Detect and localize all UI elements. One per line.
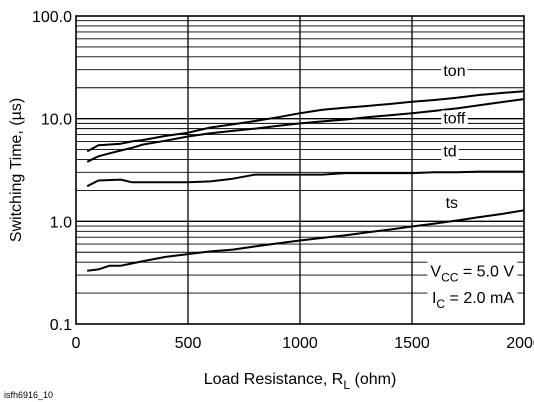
- x-axis-label-sub: L: [343, 378, 350, 392]
- series-label-bg: [441, 110, 468, 128]
- vcc-main: V: [430, 264, 441, 281]
- vcc-annotation: VCC = 5.0 V: [430, 264, 514, 285]
- series-line-toff: [86, 98, 525, 163]
- ic-sub: C: [436, 297, 445, 311]
- x-tick-label: 500: [175, 335, 202, 352]
- x-axis-label: Load Resistance, RL (ohm): [204, 371, 397, 392]
- x-axis-label-main: Load Resistance, R: [204, 371, 344, 388]
- ic-main: I: [432, 290, 436, 307]
- x-tick-label: 1000: [282, 335, 318, 352]
- series-line-ts: [87, 209, 525, 272]
- x-tick-label: 0: [72, 335, 81, 352]
- series-label-td: td: [443, 143, 456, 160]
- series-label-bg: [441, 143, 459, 161]
- condition-annotation: VCC = 5.0 V IC = 2.0 mA: [427, 261, 518, 314]
- series-label-toff: toff: [443, 110, 466, 127]
- vcc-rest: = 5.0 V: [458, 264, 514, 281]
- series-label-bg: [443, 194, 461, 212]
- annotation-bg: [427, 261, 518, 314]
- grid: [76, 16, 524, 324]
- series-line-ton: [86, 90, 525, 153]
- ic-rest: = 2.0 mA: [445, 290, 514, 307]
- vcc-sub: CC: [441, 271, 459, 285]
- y-tick-label: 100.0: [32, 9, 72, 26]
- y-axis-label: Switching Time, (µs): [8, 98, 25, 242]
- ic-annotation: IC = 2.0 mA: [432, 290, 514, 311]
- y-tick-label: 10.0: [41, 112, 72, 129]
- series-lines: [86, 90, 525, 272]
- x-axis-label-unit: (ohm): [350, 371, 396, 388]
- x-tick-label: 1500: [394, 335, 430, 352]
- series-label-ton: ton: [443, 63, 465, 80]
- series-label-bg: [441, 63, 468, 81]
- series-labels: ton toff td ts: [441, 63, 468, 212]
- y-tick-label: 0.1: [50, 317, 72, 334]
- series-label-ts: ts: [446, 195, 458, 212]
- plot-frame: [75, 15, 525, 325]
- figure-id-footnote: isfh6916_10: [4, 390, 53, 400]
- series-line-td: [86, 170, 524, 188]
- y-tick-labels: 0.1 1.0 10.0 100.0: [32, 9, 72, 334]
- y-tick-label: 1.0: [50, 214, 72, 231]
